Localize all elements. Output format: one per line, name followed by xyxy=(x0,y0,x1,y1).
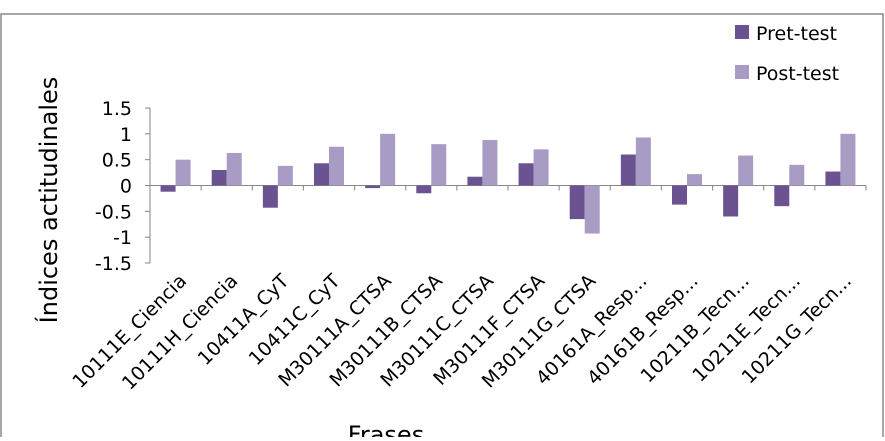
bar-pret-test xyxy=(262,185,278,208)
bar-pret-test xyxy=(416,185,432,194)
bar-post-test xyxy=(226,152,242,186)
y-tick-label: 0.5 xyxy=(102,150,132,172)
legend-label-post-test: Post-test xyxy=(756,63,839,85)
bar-pret-test xyxy=(518,163,534,186)
bar-pret-test xyxy=(774,185,790,207)
bar-post-test xyxy=(584,185,600,234)
bar-pret-test xyxy=(620,154,636,186)
y-axis-title: Índices actitudinales xyxy=(34,77,63,324)
legend: Pret-test Post-test xyxy=(735,23,839,85)
bar-post-test xyxy=(277,165,293,186)
bar-post-test xyxy=(687,174,702,186)
bar-pret-test xyxy=(467,176,483,186)
bar-pret-test xyxy=(672,185,687,205)
y-tick-label: -1.5 xyxy=(95,253,132,275)
y-tick-label: -0.5 xyxy=(95,201,132,223)
bar-pret-test xyxy=(569,185,585,220)
y-tick-label: 1 xyxy=(120,124,132,146)
y-tick-label: 0 xyxy=(120,176,132,198)
legend-swatch-post-test xyxy=(735,65,749,79)
bar-post-test xyxy=(533,149,549,186)
y-tick-label: 1.5 xyxy=(102,98,132,120)
bar-pret-test xyxy=(365,185,381,189)
bar-post-test xyxy=(635,137,651,186)
bar-post-test xyxy=(431,144,447,186)
bar-post-test xyxy=(380,133,396,186)
bar-post-test xyxy=(175,159,191,186)
bar-pret-test xyxy=(314,163,329,186)
bar-post-test xyxy=(789,164,805,186)
y-tick-label: -1 xyxy=(113,227,132,249)
legend-swatch-pret-test xyxy=(735,25,749,39)
legend-label-pret-test: Pret-test xyxy=(756,23,837,45)
bar-post-test xyxy=(482,140,498,186)
x-axis-title: Frases xyxy=(348,421,424,437)
bar-pret-test xyxy=(160,185,176,192)
bar-pret-test xyxy=(825,171,841,186)
bar-post-test xyxy=(738,155,754,186)
chart-border xyxy=(0,13,884,441)
bar-pret-test xyxy=(211,170,227,186)
bar-pret-test xyxy=(723,185,739,217)
bar-post-test xyxy=(840,133,856,186)
bar-post-test xyxy=(329,146,344,186)
